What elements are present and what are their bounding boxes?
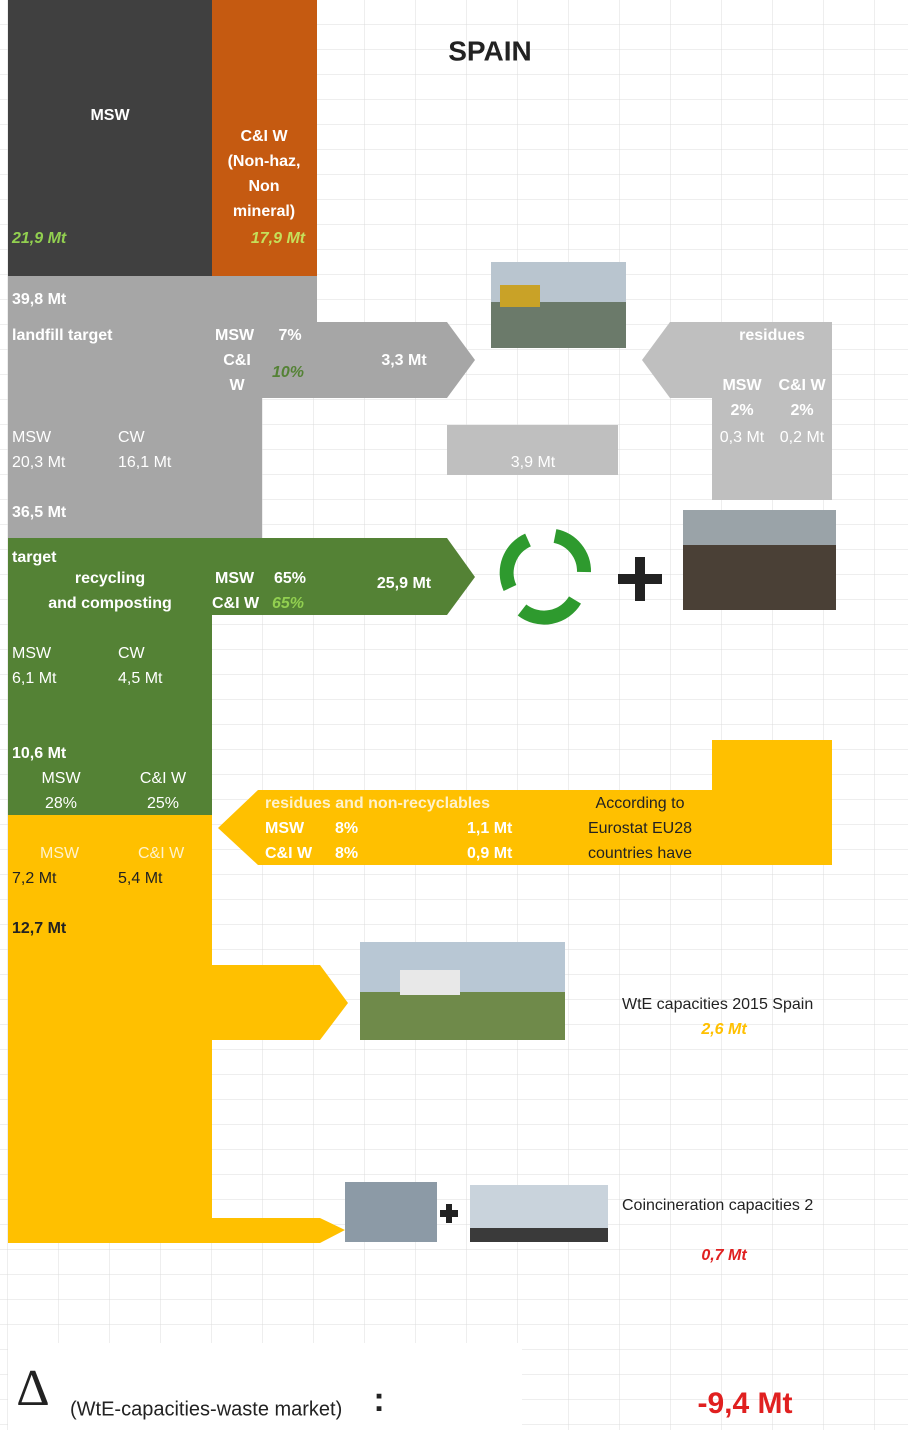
percent: 65%: [274, 570, 306, 587]
note: According to: [596, 795, 685, 812]
label: MSW: [722, 377, 762, 394]
amount: 21,9 Mt: [11, 230, 67, 247]
label: mineral): [233, 203, 295, 220]
percent: 7%: [278, 327, 301, 344]
amount: 10,6 Mt: [12, 745, 67, 762]
amount: 3,3 Mt: [381, 352, 427, 369]
wte-sky: [360, 942, 565, 992]
label: and composting: [48, 595, 172, 612]
label: C&I W: [212, 595, 260, 612]
infographic: SPAIN MSW 21,9 Mt C&I W (Non-haz, Non mi…: [0, 0, 908, 1430]
label: MSW: [41, 770, 81, 787]
label: (WtE-capacities-waste market): [70, 1398, 342, 1420]
title: SPAIN: [448, 35, 532, 66]
delta-symbol: Δ: [16, 1360, 49, 1417]
amount: 39,8 Mt: [12, 291, 67, 308]
amount: 17,9 Mt: [251, 230, 306, 247]
plus-sign: [635, 557, 645, 601]
power-plant-ground: [470, 1228, 608, 1242]
label: residues: [739, 327, 805, 344]
amount: 0,7 Mt: [701, 1247, 747, 1264]
amount: 0,3 Mt: [720, 429, 765, 446]
label: WtE capacities 2015 Spain: [622, 996, 813, 1013]
label: C&I W: [778, 377, 826, 394]
amount: 7,2 Mt: [12, 870, 57, 887]
label: CW: [118, 645, 146, 662]
amount: 6,1 Mt: [12, 670, 57, 687]
label: target: [12, 549, 57, 566]
percent: 8%: [335, 845, 358, 862]
compost-roof: [683, 510, 836, 545]
amount: 2,6 Mt: [700, 1021, 747, 1038]
plus-sign: [446, 1204, 452, 1223]
percent: 65%: [272, 595, 304, 612]
separator: :: [373, 1381, 384, 1419]
wte-plant: [400, 970, 460, 995]
label: C&I W: [240, 128, 288, 145]
percent: 25%: [147, 795, 179, 812]
label: recycling: [75, 570, 145, 587]
bulldozer: [500, 285, 540, 307]
label: W: [229, 377, 245, 394]
amount: 1,1 Mt: [467, 820, 513, 837]
amount: 25,9 Mt: [377, 575, 432, 592]
balance-amount: -9,4 Mt: [697, 1387, 792, 1420]
percent: 2%: [790, 402, 813, 419]
cement-photo: [345, 1182, 437, 1242]
amount: 20,3 Mt: [12, 454, 66, 471]
label: MSW: [265, 820, 305, 837]
label: MSW: [215, 570, 255, 587]
amount: 36,5 Mt: [12, 504, 67, 521]
label: MSW: [40, 845, 80, 862]
percent: 10%: [272, 364, 304, 381]
label: Coincineration capacities 2: [622, 1197, 813, 1214]
amount: 16,1 Mt: [118, 454, 172, 471]
amount: 4,5 Mt: [118, 670, 163, 687]
label: MSW: [12, 645, 52, 662]
amount: 0,9 Mt: [467, 845, 513, 862]
label: C&I W: [140, 770, 187, 787]
percent: 28%: [45, 795, 77, 812]
amount: 5,4 Mt: [118, 870, 163, 887]
label: C&I: [223, 352, 251, 369]
amount: 0,2 Mt: [780, 429, 825, 446]
label: C&I W: [265, 845, 313, 862]
label: MSW: [90, 107, 130, 124]
label: residues and non-recyclables: [265, 795, 490, 812]
amount: 12,7 Mt: [12, 920, 67, 937]
percent: 8%: [335, 820, 358, 837]
label: CW: [118, 429, 146, 446]
label: MSW: [215, 327, 255, 344]
label: Non: [248, 178, 279, 195]
note: Eurostat EU28: [588, 820, 692, 837]
percent: 2%: [730, 402, 753, 419]
label: MSW: [12, 429, 52, 446]
label: C&I W: [138, 845, 185, 862]
label: (Non-haz,: [228, 153, 301, 170]
amount: 3,9 Mt: [511, 454, 556, 471]
note: countries have: [588, 845, 692, 862]
label: landfill target: [12, 327, 113, 344]
